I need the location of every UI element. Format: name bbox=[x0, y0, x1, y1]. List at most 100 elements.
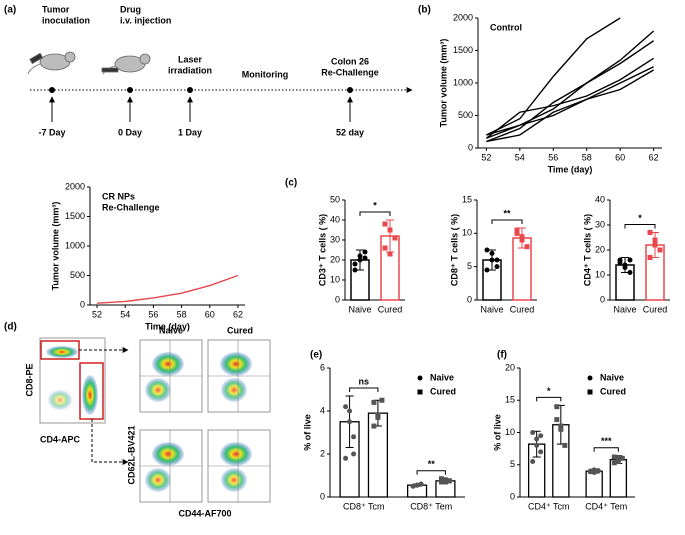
data-point bbox=[534, 436, 540, 442]
event-day: 52 day bbox=[336, 127, 364, 137]
data-point bbox=[617, 260, 623, 265]
data-point bbox=[619, 455, 625, 461]
data-point bbox=[554, 417, 560, 423]
data-point bbox=[379, 397, 385, 403]
series-line bbox=[486, 69, 654, 136]
data-point bbox=[343, 404, 349, 410]
y-tick-label: 0 bbox=[468, 142, 473, 152]
panel-label: (b) bbox=[418, 5, 431, 16]
data-point bbox=[647, 230, 653, 235]
event-day: 0 Day bbox=[118, 127, 142, 137]
legend-label: Cured bbox=[600, 386, 626, 396]
x-tick-label: 52 bbox=[92, 309, 102, 319]
significance-bracket bbox=[593, 447, 619, 452]
x-tick-label: Cured bbox=[378, 304, 403, 314]
data-point bbox=[615, 455, 621, 461]
event-label: irradiation bbox=[168, 65, 212, 75]
data-point bbox=[627, 257, 633, 263]
data-point bbox=[347, 419, 353, 425]
x-tick-label: 58 bbox=[177, 309, 187, 319]
x-tick-label: 62 bbox=[649, 152, 659, 162]
series-line bbox=[97, 274, 239, 304]
significance-bracket bbox=[491, 219, 523, 224]
data-point bbox=[652, 242, 658, 248]
x-tick-label: Naive bbox=[480, 304, 503, 314]
event-label: i.v. injection bbox=[120, 15, 171, 25]
axis-label: CD4-APC bbox=[40, 434, 81, 444]
data-point bbox=[657, 247, 663, 253]
x-tick-label: 56 bbox=[148, 309, 158, 319]
y-tick-label: 1500 bbox=[453, 45, 473, 55]
y-tick-label: 15 bbox=[505, 395, 515, 405]
panel-label: (a) bbox=[4, 5, 16, 16]
mouse-icon bbox=[101, 53, 151, 75]
data-point bbox=[538, 433, 544, 439]
y-tick-label: 20 bbox=[330, 254, 340, 264]
data-point bbox=[494, 257, 500, 263]
y-tick-label: 0 bbox=[80, 299, 85, 309]
data-point bbox=[519, 237, 525, 243]
significance-bracket bbox=[416, 470, 446, 475]
column-label: Cured bbox=[227, 325, 253, 335]
dot-cloud bbox=[145, 378, 171, 402]
significance-label: * bbox=[547, 386, 551, 396]
y-axis-label: CD8⁺ T cells ( %) bbox=[449, 214, 459, 286]
panel-label: (e) bbox=[310, 350, 322, 361]
y-axis-label: % of live bbox=[302, 414, 312, 451]
y-tick-label: 5 bbox=[467, 261, 472, 271]
significance-label: * bbox=[373, 200, 377, 210]
axis-label: CD62L-BV421 bbox=[126, 425, 136, 484]
series-line bbox=[486, 40, 655, 143]
y-tick-label: 0 bbox=[335, 294, 340, 304]
significance-bracket bbox=[349, 387, 379, 392]
y-tick-label: 5 bbox=[510, 459, 515, 469]
significance-bracket bbox=[359, 211, 391, 216]
y-tick-label: 50 bbox=[330, 194, 340, 204]
event-dot bbox=[187, 87, 193, 93]
y-tick-label: 10 bbox=[595, 269, 605, 279]
x-axis-label: Time (day) bbox=[145, 321, 190, 331]
x-tick-label: Naive bbox=[348, 304, 371, 314]
data-point bbox=[611, 460, 617, 466]
data-point bbox=[442, 479, 448, 485]
y-tick-label: 20 bbox=[505, 362, 515, 372]
event-dot bbox=[347, 87, 353, 93]
data-point bbox=[438, 479, 444, 485]
event-dot bbox=[127, 87, 133, 93]
x-tick-label: CD4⁺ Tem bbox=[585, 501, 627, 511]
significance-label: * bbox=[638, 213, 642, 223]
y-tick-label: 0 bbox=[600, 294, 605, 304]
y-tick-label: 20 bbox=[595, 244, 605, 254]
data-point bbox=[587, 469, 593, 475]
x-tick-label: 62 bbox=[233, 309, 243, 319]
event-dot bbox=[49, 87, 55, 93]
x-tick-label: CD8⁺ Tcm bbox=[343, 501, 385, 511]
x-tick-label: 58 bbox=[582, 152, 592, 162]
legend-marker bbox=[417, 389, 423, 395]
y-tick-label: 0 bbox=[320, 491, 325, 501]
data-point bbox=[652, 237, 658, 243]
data-point bbox=[352, 261, 358, 267]
dot-cloud bbox=[220, 352, 252, 376]
x-tick-label: 56 bbox=[548, 152, 558, 162]
data-point bbox=[519, 234, 525, 240]
data-point bbox=[387, 227, 393, 233]
data-point bbox=[351, 434, 357, 440]
y-axis-label: Tumor volume (mm³) bbox=[438, 39, 448, 128]
y-tick-label: 40 bbox=[595, 194, 605, 204]
data-point bbox=[362, 255, 368, 261]
x-tick-label: CD8⁺ Tem bbox=[410, 501, 452, 511]
data-point bbox=[489, 250, 495, 256]
bar bbox=[585, 470, 603, 498]
legend-label: Cured bbox=[430, 386, 456, 396]
y-tick-label: 4 bbox=[320, 405, 325, 415]
significance-bracket bbox=[624, 224, 656, 229]
data-point bbox=[382, 245, 388, 251]
dot-cloud bbox=[220, 442, 252, 466]
data-point bbox=[418, 481, 424, 487]
data-point bbox=[558, 426, 564, 432]
data-point bbox=[562, 442, 568, 448]
y-tick-label: 1000 bbox=[453, 77, 473, 87]
x-tick-label: 60 bbox=[205, 309, 215, 319]
